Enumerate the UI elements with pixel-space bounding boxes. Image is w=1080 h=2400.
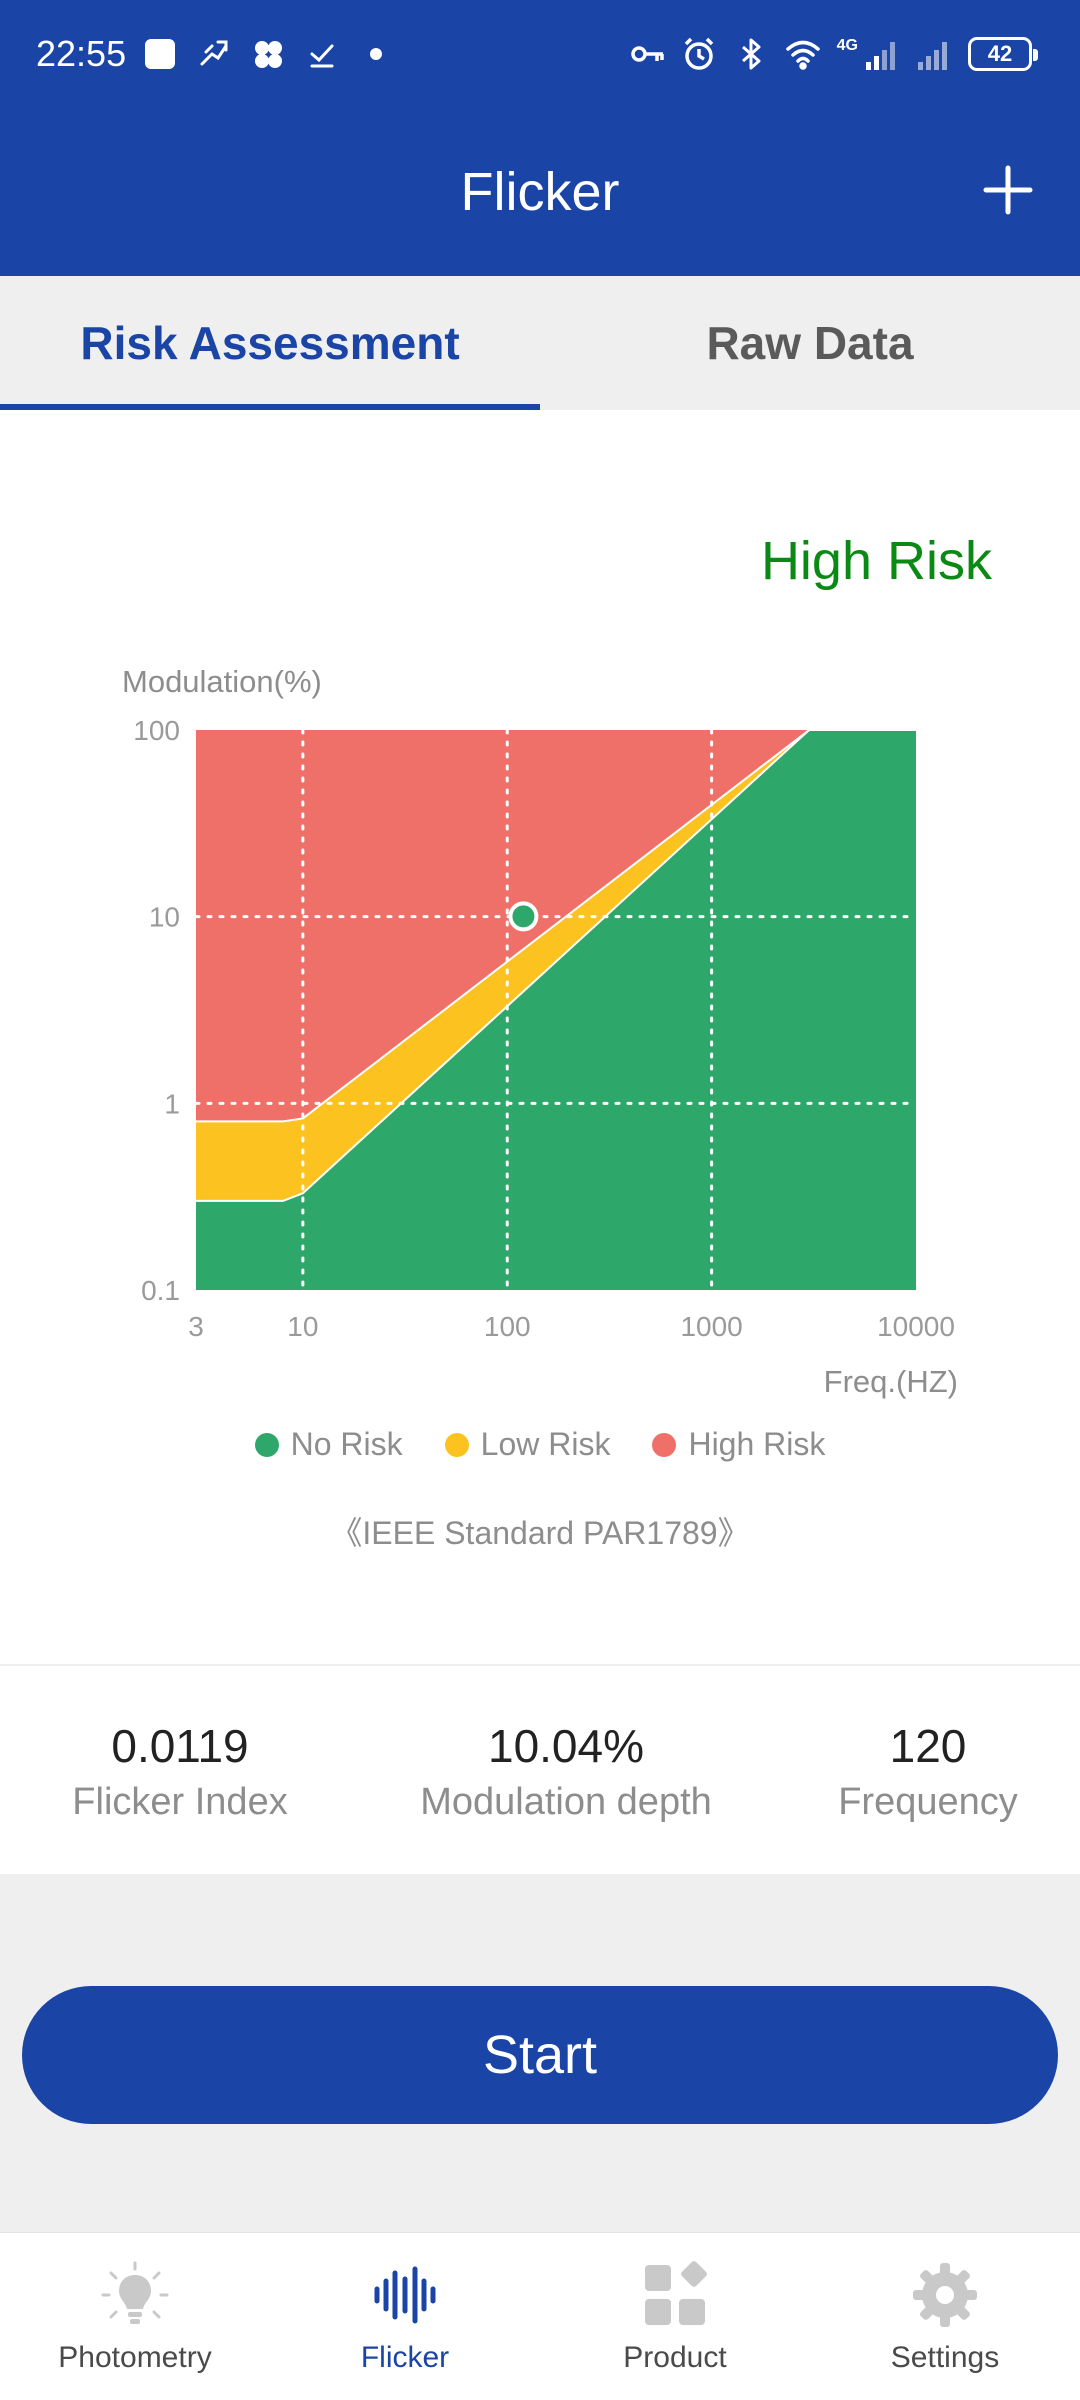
waveform-icon: [369, 2259, 441, 2331]
system-icons: 4G 42: [629, 34, 1038, 74]
y-tick-label-10: 10: [149, 902, 180, 933]
status-bar: 22:55 4G: [0, 0, 1080, 108]
flicker-risk-chart: 3 10 100 1000 10000 100 10 1 0.1 Modulation(%) Fre…: [122, 664, 958, 1399]
no-risk-region: [196, 730, 916, 1290]
gear-icon: [909, 2259, 981, 2331]
alarm-icon: [681, 36, 717, 72]
x-tick-label-10: 10: [287, 1311, 318, 1342]
x-tick-label-1000: 1000: [680, 1311, 742, 1342]
grid-shapes-icon: [639, 2259, 711, 2331]
standard-reference: 《IEEE Standard PAR1789》: [330, 1515, 750, 1551]
network-type: 4G: [836, 37, 858, 54]
tab-raw-data[interactable]: Raw Data: [706, 317, 914, 369]
stat-frequency: 120 Frequency: [748, 1718, 1080, 1826]
start-area: Start: [0, 1874, 1080, 2232]
status-time: 22:55: [36, 33, 127, 74]
legend-item-low-risk: Low Risk: [444, 1426, 611, 1463]
legend-label-no-risk: No Risk: [290, 1426, 403, 1462]
chart-legend: No Risk Low Risk High Risk: [0, 1426, 1080, 1463]
checkmark-icon: [304, 36, 340, 72]
stat-modulation-depth: 10.04% Modulation depth: [386, 1718, 746, 1826]
nav-item-product[interactable]: Product: [540, 2233, 810, 2400]
stat-label-flicker-index: Flicker Index: [72, 1781, 288, 1823]
nav-item-settings[interactable]: Settings: [810, 2233, 1080, 2400]
y-tick-label-0.1: 0.1: [141, 1275, 180, 1306]
stat-label-modulation-depth: Modulation depth: [420, 1781, 712, 1823]
dots-cluster-icon: [250, 36, 286, 72]
x-tick-label-100: 100: [484, 1311, 531, 1342]
app-bar: Flicker: [0, 108, 1080, 276]
stat-value-modulation-depth: 10.04%: [487, 1720, 644, 1772]
high-risk-region: [196, 730, 810, 1122]
low-risk-boundary-line: [196, 729, 810, 1123]
legend-marker-high-risk: [652, 1432, 677, 1457]
no-risk-boundary-line: [196, 729, 916, 1202]
nav-item-flicker[interactable]: Flicker: [270, 2233, 540, 2400]
key-icon: [629, 36, 665, 72]
measurement-point: [508, 901, 539, 932]
battery-level: 42: [987, 41, 1013, 66]
risk-level-label: High Risk: [760, 531, 992, 591]
signal-icon: [864, 36, 900, 72]
x-tick-label-10000: 10000: [877, 1311, 955, 1342]
notification-icons: [142, 34, 394, 74]
tab-risk-assessment[interactable]: Risk Assessment: [0, 276, 540, 410]
nav-item-photometry[interactable]: Photometry: [0, 2233, 270, 2400]
x-tick-label-3: 3: [188, 1311, 204, 1342]
wifi-icon: [785, 36, 821, 72]
legend-marker-no-risk: [254, 1432, 279, 1457]
plus-icon: [983, 165, 1033, 215]
stat-flicker-index: 0.0119 Flicker Index: [0, 1718, 360, 1826]
stat-value-frequency: 120: [889, 1720, 967, 1772]
stat-label-frequency: Frequency: [838, 1781, 1018, 1823]
bottom-navigation: Photometry Flicker Product: [0, 2232, 1080, 2400]
nav-label-photometry: Photometry: [58, 2341, 212, 2374]
nav-label-product: Product: [623, 2341, 727, 2374]
y-tick-label-100: 100: [133, 715, 180, 746]
nav-label-settings: Settings: [890, 2341, 1000, 2374]
add-button[interactable]: [978, 160, 1038, 220]
battery-icon: 42: [968, 37, 1038, 71]
running-icon: [196, 36, 232, 72]
signal-icon-2: [916, 36, 952, 72]
legend-item-high-risk: High Risk: [652, 1426, 825, 1463]
legend-label-high-risk: High Risk: [688, 1426, 826, 1462]
measurement-stats: 0.0119 Flicker Index 10.04% Modulation d…: [0, 1664, 1080, 1874]
page-title: Flicker: [460, 162, 620, 222]
x-axis-label: Freq.(HZ): [824, 1364, 958, 1399]
stat-value-flicker-index: 0.0119: [111, 1720, 249, 1772]
risk-assessment-panel: High Risk 3 10 100 1000 10000 100 10 1 0.1 Modula…: [0, 410, 1080, 1664]
legend-item-no-risk: No Risk: [254, 1426, 403, 1463]
y-tick-label-1: 1: [164, 1088, 180, 1119]
y-axis-label: Modulation(%): [122, 664, 322, 699]
bluetooth-icon: [733, 36, 769, 72]
square-notification-icon: [142, 36, 178, 72]
legend-marker-low-risk: [444, 1432, 469, 1457]
dot-icon: [358, 36, 394, 72]
nav-label-flicker: Flicker: [360, 2341, 450, 2374]
tab-bar: Risk Assessment Raw Data: [0, 276, 1080, 410]
lightbulb-icon: [99, 2259, 171, 2331]
start-button[interactable]: Start: [22, 1986, 1058, 2124]
legend-label-low-risk: Low Risk: [480, 1426, 611, 1462]
